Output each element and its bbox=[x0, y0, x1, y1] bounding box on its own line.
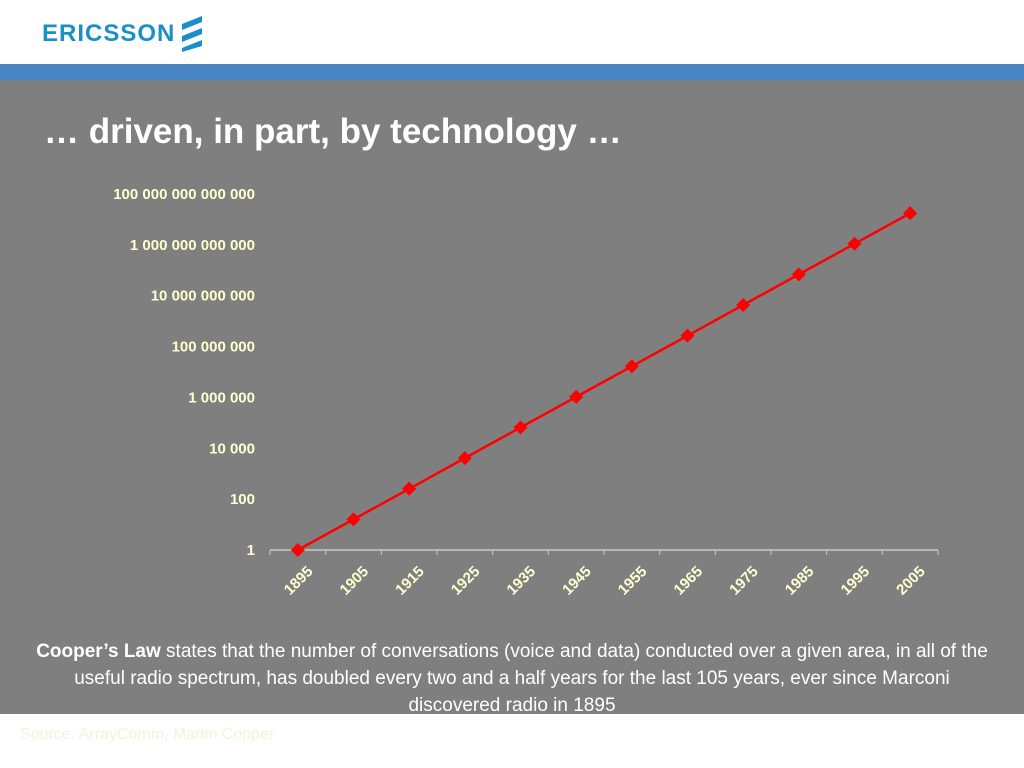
y-tick-label: 100 000 000 000 000 bbox=[113, 186, 255, 203]
data-point-marker bbox=[624, 359, 639, 374]
caption-bold-term: Cooper’s Law bbox=[36, 641, 161, 662]
x-tick-label: 2005 bbox=[893, 563, 929, 599]
data-point-marker bbox=[847, 236, 862, 251]
y-tick-label: 100 bbox=[230, 491, 255, 508]
ericsson-logo-text: ERICSSON bbox=[42, 20, 176, 47]
x-tick-label: 1965 bbox=[671, 563, 707, 599]
x-tick-label: 1945 bbox=[559, 563, 595, 599]
x-tick-label: 1915 bbox=[392, 563, 428, 599]
x-tick-label: 1985 bbox=[782, 563, 818, 599]
y-tick-label: 10 000 000 000 bbox=[151, 288, 255, 305]
coopers-law-chart: 1 100 10 000 1 000 000 100 000 000 10 000 000… bbox=[113, 186, 939, 599]
caption-text: states that the number of conversations … bbox=[74, 641, 988, 716]
x-tick-label: 1975 bbox=[726, 563, 762, 599]
coopers-law-caption: Cooper’s Law states that the number of c… bbox=[30, 638, 994, 719]
data-point-marker bbox=[903, 206, 918, 221]
x-tick-labels: 1895 1905 1915 1925 1935 1945 1955 1965 1975 1985… bbox=[281, 563, 929, 599]
slide-footer bbox=[0, 714, 1024, 768]
data-point-marker bbox=[736, 298, 751, 313]
series-line-path bbox=[297, 212, 911, 552]
data-point-marker bbox=[457, 451, 472, 466]
series-line bbox=[297, 212, 911, 552]
data-point-marker bbox=[346, 512, 361, 527]
data-point-marker bbox=[680, 328, 695, 343]
y-tick-labels: 1 100 10 000 1 000 000 100 000 000 10 000 000… bbox=[113, 186, 255, 559]
series-points bbox=[290, 206, 918, 557]
x-tick-label: 1925 bbox=[448, 563, 484, 599]
slide-header: ERICSSON bbox=[0, 0, 1024, 64]
x-tick-label: 1895 bbox=[281, 563, 317, 599]
x-tick-label: 1905 bbox=[337, 563, 373, 599]
y-tick-label: 100 000 000 bbox=[172, 339, 255, 356]
slide-title: … driven, in part, by technology … bbox=[44, 112, 622, 151]
data-point-marker bbox=[513, 420, 528, 435]
data-point-marker bbox=[791, 267, 806, 282]
data-point-marker bbox=[402, 481, 417, 496]
x-tick-label: 1955 bbox=[615, 563, 651, 599]
x-tick-label: 1935 bbox=[504, 563, 540, 599]
source-note: Source: ArrayComm, Martin Copper bbox=[20, 726, 275, 743]
y-tick-label: 1 000 000 bbox=[188, 389, 255, 406]
y-tick-label: 10 000 bbox=[209, 440, 255, 457]
ericsson-logo-icon bbox=[182, 16, 202, 52]
chart-axes bbox=[269, 549, 939, 555]
data-point-marker bbox=[290, 543, 305, 557]
data-point-marker bbox=[569, 389, 584, 404]
x-tick-label: 1995 bbox=[838, 563, 874, 599]
slide-body bbox=[0, 80, 1024, 714]
header-accent-band bbox=[0, 64, 1024, 80]
y-tick-label: 1 000 000 000 000 bbox=[130, 237, 255, 254]
y-tick-label: 1 bbox=[247, 542, 255, 559]
